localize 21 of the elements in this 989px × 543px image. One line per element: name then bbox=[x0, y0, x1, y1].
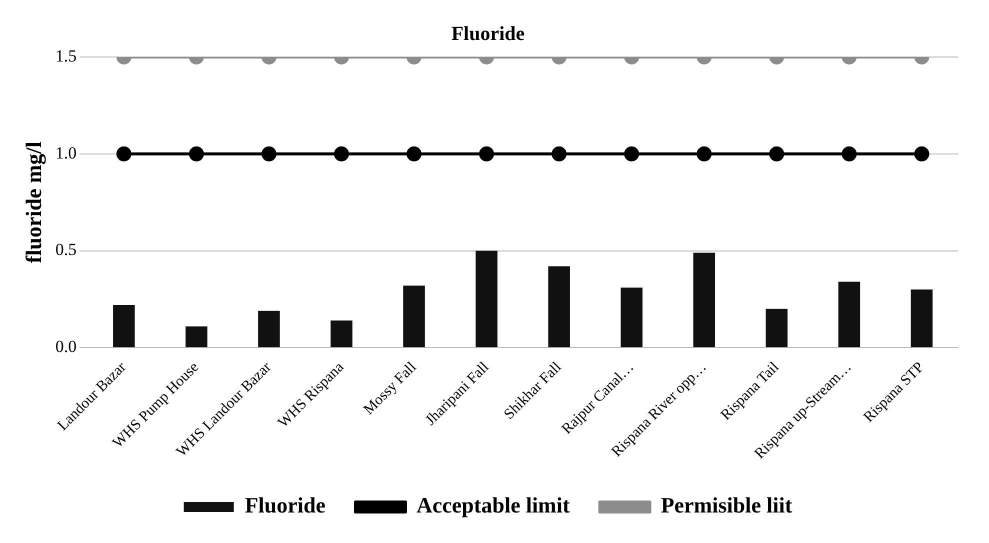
y-tick-label: 1.5 bbox=[55, 46, 77, 66]
bar bbox=[910, 290, 933, 348]
bar bbox=[330, 320, 352, 348]
bar bbox=[693, 252, 716, 348]
y-tick-label: 0.0 bbox=[55, 337, 77, 356]
bar bbox=[838, 282, 860, 348]
y-tick-label: 0.5 bbox=[55, 240, 77, 260]
bar bbox=[113, 305, 135, 348]
chart-title: Fluoride bbox=[451, 23, 525, 46]
y-axis-title: fluoride mg/l bbox=[20, 142, 46, 264]
bar bbox=[258, 310, 280, 348]
legend-label: Fluoride bbox=[244, 492, 326, 518]
legend-label: Permisible liit bbox=[660, 492, 793, 518]
y-tick-label: 1.0 bbox=[55, 143, 77, 162]
bar bbox=[476, 250, 498, 348]
bar bbox=[766, 308, 788, 348]
bar bbox=[620, 288, 642, 348]
bar bbox=[403, 286, 425, 348]
legend-label: Acceptable limit bbox=[416, 492, 570, 518]
bar bbox=[548, 266, 570, 348]
bar bbox=[186, 326, 208, 348]
